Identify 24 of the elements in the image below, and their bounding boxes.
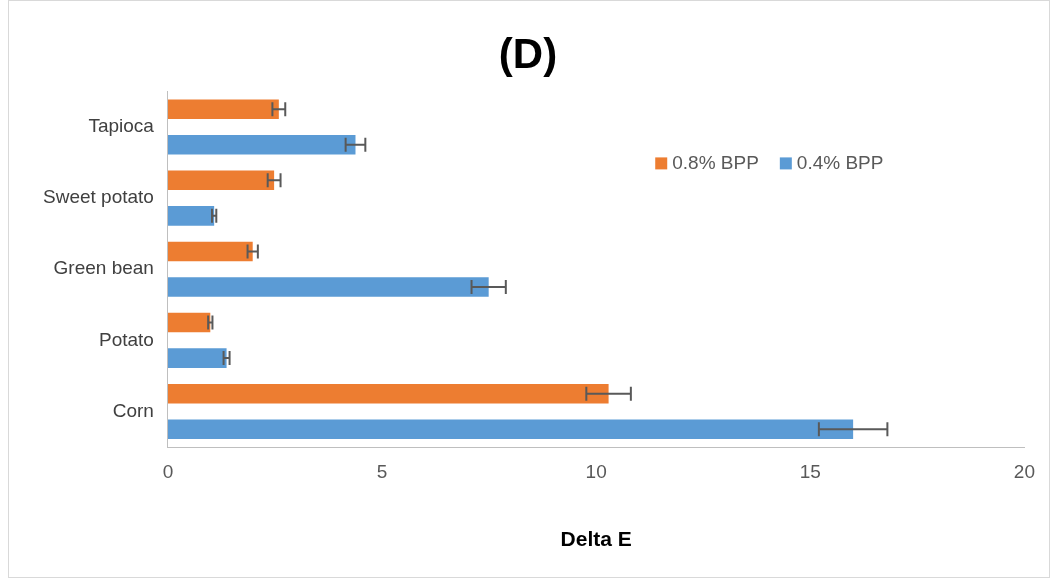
x-tick-label: 10 <box>585 460 607 482</box>
chart-title: (D) <box>498 29 558 77</box>
x-tick-label: 20 <box>1013 460 1035 482</box>
x-tick-label: 0 <box>162 460 174 482</box>
bar <box>167 99 279 119</box>
y-tick-label: Sweet potato <box>42 186 154 208</box>
y-tick-label: Potato <box>98 328 154 350</box>
legend-label: 0.8% BPP <box>672 151 759 173</box>
bar <box>167 206 215 226</box>
y-tick-label: Green bean <box>53 257 154 279</box>
bar <box>167 134 356 155</box>
bar <box>167 241 253 262</box>
x-tick-label: 15 <box>799 460 821 482</box>
bar <box>167 348 227 368</box>
bar <box>167 277 489 297</box>
legend-label: 0.4% BPP <box>796 151 884 173</box>
x-axis-title: Delta E <box>560 527 632 551</box>
y-tick-label: Tapioca <box>88 115 155 137</box>
bar <box>167 312 211 333</box>
x-tick-label: 5 <box>376 460 388 482</box>
bar <box>167 419 854 439</box>
bar <box>167 170 275 191</box>
y-tick-label: Corn <box>112 399 154 421</box>
bar <box>167 383 609 404</box>
